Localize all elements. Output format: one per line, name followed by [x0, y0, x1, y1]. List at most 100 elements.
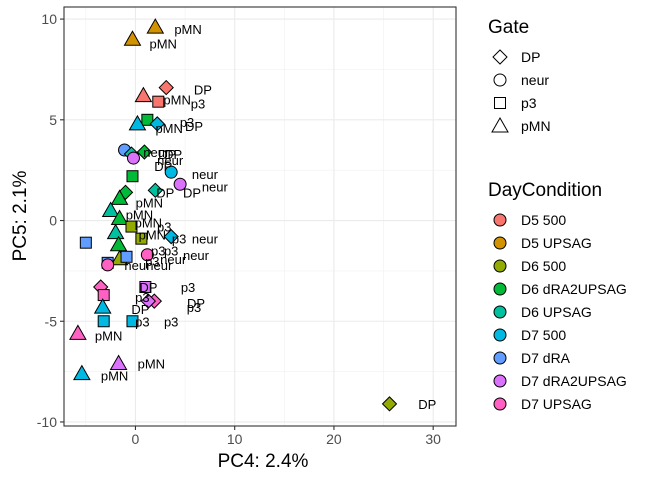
- condition-legend-label: D7 dRA2UPSAG: [521, 373, 627, 389]
- gate-legend-key: [492, 49, 508, 65]
- data-point: [163, 228, 179, 245]
- data-point: [110, 189, 129, 205]
- data-point: [126, 315, 139, 328]
- data-point: [97, 315, 110, 328]
- data-point: [101, 201, 120, 217]
- condition-legend-key: [493, 328, 507, 342]
- y-tick-label: -10: [37, 414, 57, 430]
- data-point: [73, 364, 91, 381]
- gate-legend-key: [493, 73, 507, 87]
- x-tick-label: 20: [326, 431, 342, 447]
- data-point: [146, 18, 165, 34]
- data-point: [381, 396, 398, 412]
- point-label: p3: [164, 314, 178, 329]
- condition-legend-key: [493, 213, 507, 227]
- axes: 0 10 20 30 -10 -5 0 5 10: [37, 11, 441, 447]
- gate-legend-label: p3: [521, 95, 537, 111]
- point-label: neur: [157, 153, 184, 168]
- point-label: pMN: [135, 216, 162, 231]
- data-point: [158, 79, 174, 96]
- condition-legend-label: D5 500: [521, 212, 566, 228]
- data-point: [97, 289, 110, 302]
- data-point: [120, 250, 133, 263]
- point-label: neur: [146, 258, 173, 273]
- condition-legend-label: D6 UPSAG: [521, 304, 592, 320]
- y-tick-label: 0: [49, 213, 57, 229]
- point-label: p3: [191, 97, 205, 112]
- data-point: [152, 95, 165, 108]
- point-label: neur: [143, 145, 170, 160]
- data-point: [139, 281, 152, 294]
- y-axis-label: PC5: 2.1%: [10, 170, 31, 261]
- gate-legend-key: [494, 97, 506, 109]
- data-point: [147, 182, 164, 199]
- data-point: [79, 236, 92, 249]
- point-label: DP: [187, 296, 205, 311]
- point-label: DP: [183, 185, 201, 200]
- condition-legend-key: [493, 397, 507, 411]
- point-label: DP: [154, 159, 172, 174]
- data-point: [134, 86, 153, 103]
- condition-legend-key: [493, 259, 507, 273]
- data-point: [109, 235, 128, 252]
- point-label: neur: [192, 167, 219, 182]
- point-label: DP: [194, 83, 212, 98]
- data-point: [164, 165, 178, 179]
- point-label: p3: [187, 300, 201, 315]
- point-label: p3: [135, 314, 149, 329]
- x-tick-label: 10: [227, 431, 243, 447]
- point-label: DP: [164, 147, 182, 162]
- point-label: p3: [172, 232, 186, 247]
- condition-legend-label: D7 dRA: [521, 350, 571, 366]
- data-point: [149, 116, 165, 132]
- data-point: [126, 170, 139, 183]
- point-label: pMN: [155, 121, 182, 136]
- data-point: [109, 354, 128, 371]
- point-label: p3: [164, 244, 178, 259]
- y-tick-label: 5: [49, 112, 57, 128]
- point-label: DP: [418, 397, 436, 412]
- point-label: p3: [181, 280, 195, 295]
- data-point: [140, 293, 157, 309]
- point-label: p3: [145, 254, 159, 269]
- condition-legend-key: [493, 305, 507, 319]
- point-label: neur: [192, 232, 219, 247]
- point-label: pMN: [101, 369, 128, 384]
- gate-legend: Gate DP neur p3 pMN: [488, 17, 551, 134]
- point-label: p3: [135, 290, 149, 305]
- point-label: DP: [139, 280, 157, 295]
- gate-legend-label: DP: [521, 49, 540, 65]
- y-tick-label: 10: [41, 11, 57, 27]
- x-tick-label: 0: [132, 431, 140, 447]
- condition-legend-label: D7 UPSAG: [521, 396, 592, 412]
- point-label: pMN: [136, 195, 163, 210]
- condition-legend-label: D7 500: [521, 327, 566, 343]
- point-label: pMN: [139, 228, 166, 243]
- point-label: DP: [131, 302, 149, 317]
- condition-legend-key: [493, 282, 507, 296]
- x-axis-label: PC4: 2.4%: [218, 451, 309, 472]
- data-point: [123, 30, 142, 46]
- point-label: neur: [202, 179, 229, 194]
- condition-legend: DayCondition D5 500 D5 UPSAG D6 500 D6 dRA2…: [488, 180, 627, 412]
- point-label: neur: [183, 248, 210, 263]
- gate-legend-label: pMN: [521, 118, 551, 134]
- condition-legend-key: [493, 374, 507, 388]
- point-label: neur: [124, 258, 151, 273]
- panel-border: [63, 6, 457, 427]
- condition-legend-label: D5 UPSAG: [521, 235, 592, 251]
- gate-legend-key: [491, 116, 509, 133]
- point-label: pMN: [174, 22, 201, 37]
- gate-legend-label: neur: [521, 72, 549, 88]
- condition-legend-key: [493, 236, 507, 250]
- condition-legend-label: D6 500: [521, 258, 566, 274]
- data-point: [140, 248, 154, 262]
- condition-legend-title: DayCondition: [488, 180, 602, 201]
- point-label: p3: [180, 115, 194, 130]
- data-point: [106, 223, 125, 240]
- condition-legend-key: [493, 351, 507, 365]
- x-tick-label: 30: [425, 431, 441, 447]
- point-label: DP: [156, 185, 174, 200]
- data-point: [126, 151, 140, 165]
